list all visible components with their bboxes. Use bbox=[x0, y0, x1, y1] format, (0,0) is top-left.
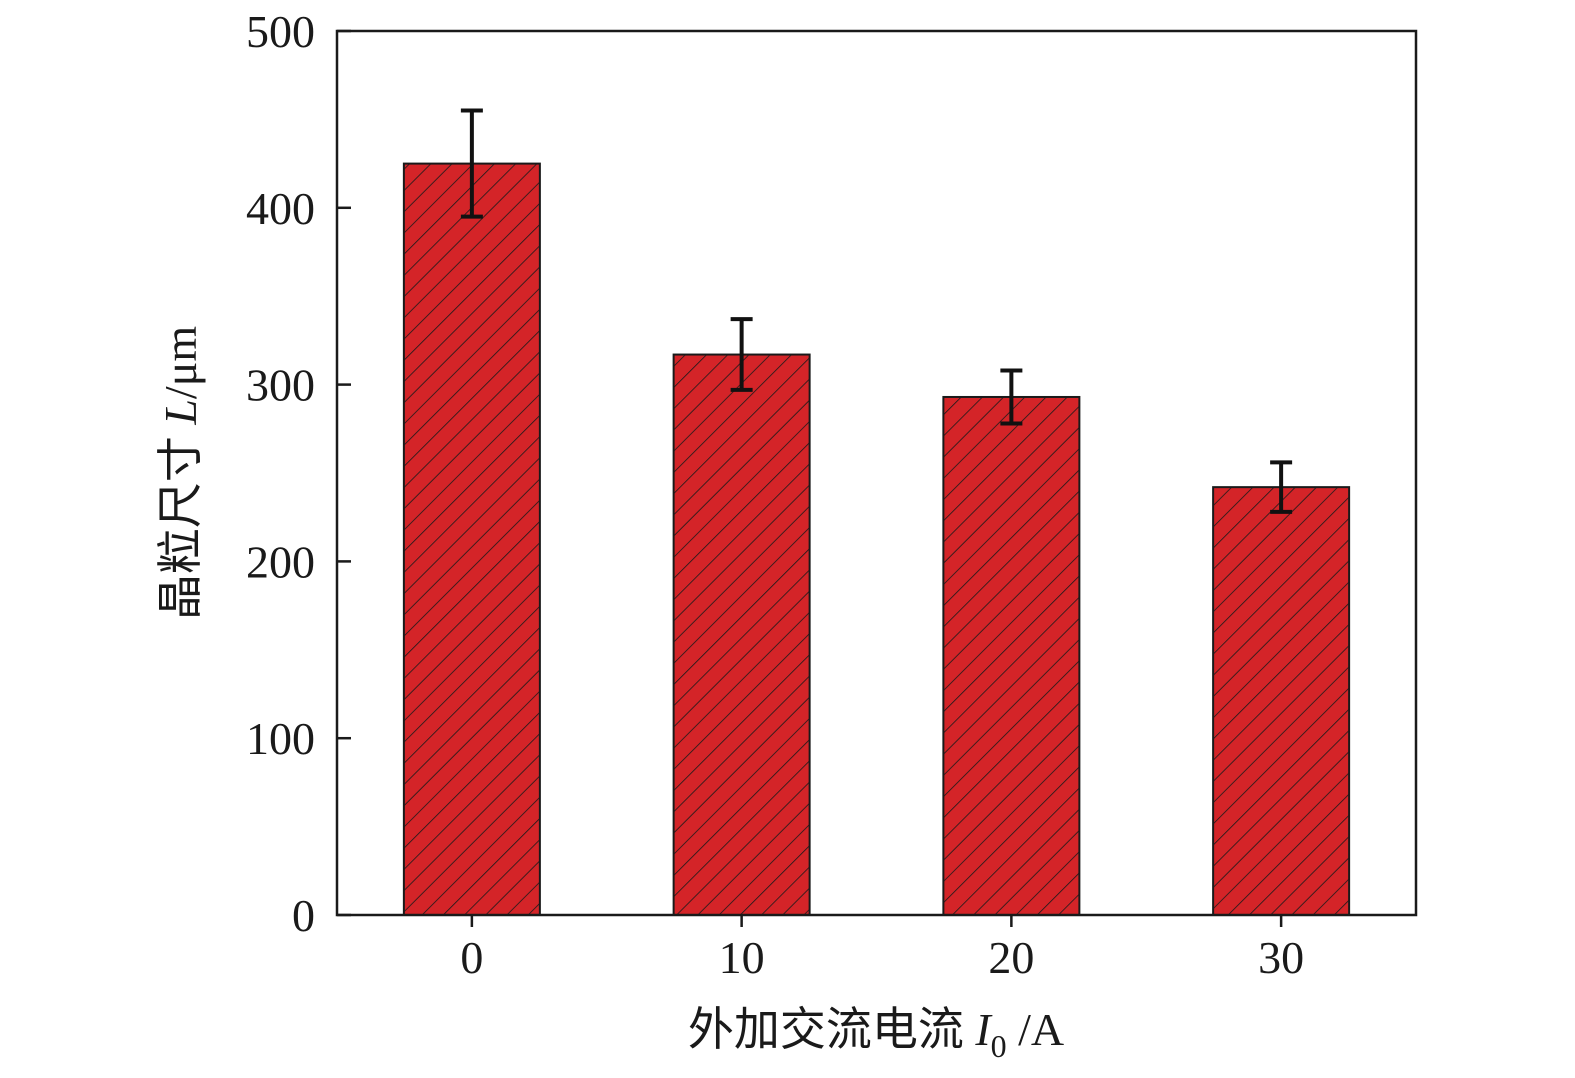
bar-group bbox=[402, 162, 1351, 917]
x-tick-label: 20 bbox=[988, 932, 1034, 983]
y-tick-label: 300 bbox=[246, 360, 315, 411]
x-tick-label: 30 bbox=[1258, 932, 1304, 983]
x-axis-title-subscript: 0 bbox=[991, 1028, 1007, 1064]
y-tick-label: 100 bbox=[246, 713, 315, 764]
plot-frame bbox=[335, 29, 1418, 917]
x-tick-label: 10 bbox=[719, 932, 765, 983]
x-axis-title-var: I bbox=[974, 1004, 993, 1055]
bar-10 bbox=[672, 353, 811, 916]
x-axis-title-main: 外加交流电流 bbox=[688, 1004, 976, 1055]
y-axis-title-var: L bbox=[155, 399, 206, 426]
error-bar-20 bbox=[1000, 368, 1023, 426]
y-tick-label: 500 bbox=[246, 6, 315, 57]
y-tick-label: 0 bbox=[292, 890, 315, 941]
error-bar-10 bbox=[730, 317, 753, 392]
y-axis-ticks: 0 100 200 300 400 500 bbox=[246, 6, 351, 941]
y-tick-label: 400 bbox=[246, 183, 315, 234]
x-axis-ticks: 0 10 20 30 bbox=[460, 915, 1304, 983]
bar-0 bbox=[402, 162, 541, 917]
error-bar-30 bbox=[1270, 460, 1293, 514]
error-bar-0 bbox=[460, 108, 483, 219]
error-bar-group bbox=[460, 108, 1293, 514]
x-axis-title: 外加交流电流 I0 /A bbox=[688, 1004, 1064, 1064]
y-axis-title: 晶粒尺寸 L/μm bbox=[155, 326, 206, 621]
y-axis-title-unit: /μm bbox=[155, 326, 206, 399]
x-axis-title-unit: /A bbox=[1007, 1004, 1065, 1055]
y-axis-title-main: 晶粒尺寸 bbox=[155, 425, 206, 621]
x-tick-label: 0 bbox=[460, 932, 483, 983]
bar-30 bbox=[1212, 486, 1351, 916]
bar-20 bbox=[942, 395, 1081, 916]
y-tick-label: 200 bbox=[246, 536, 315, 587]
